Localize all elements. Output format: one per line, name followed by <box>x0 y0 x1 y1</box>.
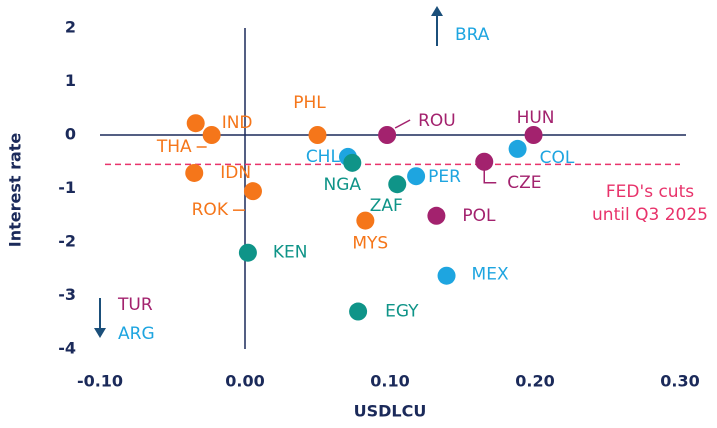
point-label: MYS <box>352 234 388 254</box>
point-label: CHL <box>306 147 341 167</box>
point-label: CZE <box>507 173 541 193</box>
y-tick-label: 0 <box>65 125 76 144</box>
point-label: IND <box>222 113 253 133</box>
tur-arg-annotation: TUR ARG <box>94 295 155 344</box>
point <box>308 126 327 144</box>
series: ROU HUN CZE POL <box>378 108 555 226</box>
point <box>524 126 543 144</box>
x-tick-label: 0.00 <box>225 372 264 391</box>
x-tick-label: 0.30 <box>660 372 699 391</box>
x-tick-label: -0.10 <box>77 372 123 391</box>
y-tick-label: -3 <box>58 285 76 304</box>
x-axis-title: USDLCU <box>354 402 427 421</box>
point <box>185 163 204 182</box>
point-label: KEN <box>273 243 308 263</box>
point-label: IDN <box>220 163 251 183</box>
series: CHL PER MEX COL <box>306 139 575 285</box>
point <box>343 153 362 172</box>
point-label: NGA <box>324 175 362 195</box>
x-tick-label: 0.20 <box>515 372 554 391</box>
point <box>238 243 257 262</box>
annotation: ARG <box>118 324 155 344</box>
annotation: TUR <box>117 295 153 315</box>
point <box>407 167 426 186</box>
point-label: ROK <box>192 200 229 220</box>
point-label: EGY <box>385 302 419 322</box>
point <box>427 206 446 225</box>
point-label: COL <box>540 148 575 168</box>
point <box>186 114 205 133</box>
y-tick-label: 2 <box>65 18 76 37</box>
point <box>437 266 456 285</box>
point <box>508 139 527 158</box>
y-tick-label: -1 <box>58 178 76 197</box>
point <box>378 126 397 144</box>
point-label: MEX <box>472 265 509 285</box>
reference-label: FED's cuts <box>606 182 694 202</box>
point-label: PER <box>428 167 461 187</box>
arrow-head <box>431 6 443 16</box>
series: IND THA IDN ROK PHL MYS <box>156 93 388 254</box>
point-label: HUN <box>517 108 555 128</box>
point-label: POL <box>462 206 496 226</box>
reference-label: until Q3 2025 <box>592 205 708 225</box>
point <box>475 152 494 171</box>
bra-annotation: BRA <box>431 6 490 46</box>
point <box>202 126 221 144</box>
point-label: THA <box>156 137 192 157</box>
series: NGA ZAF KEN EGY <box>238 153 419 322</box>
connector <box>483 168 497 184</box>
annotation: BRA <box>455 25 490 45</box>
point <box>349 302 368 321</box>
point-label: ZAF <box>370 196 403 216</box>
point-label: ROU <box>418 111 456 131</box>
point <box>356 211 375 230</box>
point <box>243 182 262 201</box>
y-tick-label: -4 <box>58 339 76 358</box>
point <box>388 175 407 194</box>
arrow-head <box>94 328 106 338</box>
y-axis-title: Interest rate <box>6 133 25 248</box>
y-tick-label: -2 <box>58 232 76 251</box>
y-tick-label: 1 <box>65 71 76 90</box>
x-tick-label: 0.10 <box>370 372 409 391</box>
connector <box>394 119 411 129</box>
point-label: PHL <box>293 93 326 113</box>
